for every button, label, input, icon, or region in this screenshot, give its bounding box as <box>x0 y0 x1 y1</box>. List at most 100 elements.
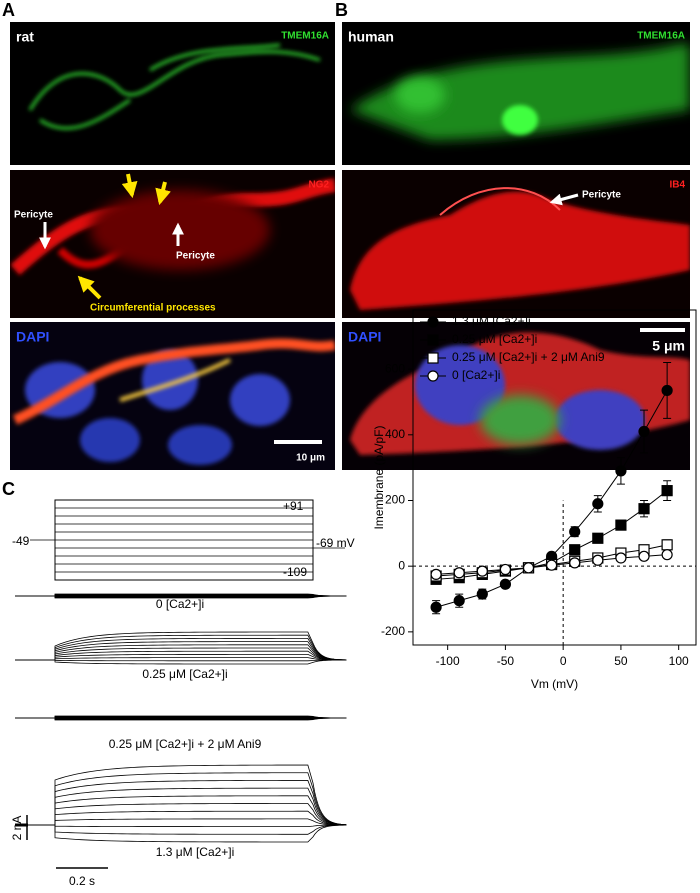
electrophysiology-traces <box>15 499 347 843</box>
annotation: Pericyte <box>582 190 621 201</box>
current-trace <box>15 654 347 661</box>
current-trace <box>15 824 347 835</box>
marker <box>427 352 439 364</box>
current-trace <box>15 787 347 826</box>
current-trace <box>15 810 347 826</box>
y-tick-label: 400 <box>385 427 405 441</box>
marker <box>453 595 465 607</box>
marker <box>499 563 512 576</box>
arrow <box>77 275 102 300</box>
stain-label: NG2 <box>308 180 329 191</box>
current-trace <box>15 593 347 597</box>
marker <box>638 503 650 515</box>
trace-label: 1.3 μM [Ca2+]i <box>156 845 235 859</box>
marker <box>592 554 604 566</box>
current-trace <box>15 631 347 661</box>
annotation: Pericyte <box>14 210 53 221</box>
current-trace <box>15 715 347 719</box>
panel-letter: C <box>2 479 15 499</box>
y-tick-label: 200 <box>385 493 405 507</box>
marker <box>638 550 650 562</box>
protocol-label: -69 mV <box>316 536 355 550</box>
panel-letter: A <box>2 0 15 20</box>
x-tick-label: 50 <box>614 654 628 668</box>
marker <box>661 549 673 561</box>
marker <box>638 425 650 438</box>
arrow <box>155 181 171 206</box>
marker <box>453 567 465 579</box>
marker <box>615 465 627 477</box>
marker <box>569 544 581 556</box>
y-tick-label: 600 <box>385 361 405 375</box>
marker <box>430 601 442 613</box>
annotation: Pericyte <box>176 251 215 262</box>
stain-label: IB4 <box>669 180 685 191</box>
marker <box>476 565 488 577</box>
current-trace <box>15 824 347 843</box>
trace-label: 0.25 μM [Ca2+]i + 2 μM Ani9 <box>109 737 262 751</box>
marker <box>427 334 439 346</box>
marker <box>427 370 439 382</box>
y-tick-label: 0 <box>398 558 405 572</box>
panel-letter: B <box>335 0 348 20</box>
y-tick-label: -200 <box>381 624 405 638</box>
arrow <box>549 193 579 206</box>
legend-label: 0 [Ca2+]i <box>452 368 500 382</box>
scale-label: 10 μm <box>296 453 325 464</box>
stain-label: DAPI <box>348 329 381 345</box>
current-trace <box>15 772 347 826</box>
marker <box>661 384 673 397</box>
arrow <box>121 173 138 199</box>
legend-label: 1.3 μM [Ca2+]i <box>452 314 531 328</box>
trace-label: 0 [Ca2+]i <box>156 597 204 611</box>
marker <box>430 568 442 580</box>
marker <box>499 578 512 590</box>
current-trace <box>15 659 347 662</box>
marker <box>569 557 581 569</box>
protocol-label: +91 <box>283 499 304 513</box>
stain-label: DAPI <box>16 329 49 345</box>
marker <box>569 526 581 538</box>
marker <box>592 532 604 544</box>
image-label: rat <box>16 29 34 45</box>
plot-frame <box>412 309 697 646</box>
current-trace <box>15 824 347 827</box>
marker <box>661 539 673 551</box>
stain-label: TMEM16A <box>637 31 685 42</box>
scale-label: 5 μm <box>652 338 685 354</box>
x-tick-label: 0 <box>560 654 567 668</box>
iv-chart: -200 0 200 400 600 -100 -50 0 50 100 Vm (mV) Imembr… <box>372 309 697 691</box>
scale-label: 0.2 s <box>69 874 95 888</box>
x-tick-label: -100 <box>436 654 460 668</box>
current-trace <box>15 803 347 826</box>
x-tick-label: -50 <box>497 654 515 668</box>
protocol-label: -49 <box>12 534 30 548</box>
trace-label: 0.25 μM [Ca2+]i <box>142 667 227 681</box>
marker <box>661 485 673 497</box>
marker <box>476 588 488 600</box>
current-trace <box>15 818 347 826</box>
marker <box>522 562 535 574</box>
current-trace <box>15 780 347 826</box>
y-axis-label: Imembrane (pA/pF) <box>372 425 386 529</box>
marker <box>546 559 558 571</box>
micrograph <box>10 22 335 470</box>
annotation: Circumferential processes <box>90 303 216 314</box>
marker <box>615 519 627 531</box>
current-trace <box>15 657 347 661</box>
micrograph <box>342 22 690 470</box>
current-trace <box>15 764 347 826</box>
scale-label: 2 nA <box>10 816 24 841</box>
marker <box>427 316 439 328</box>
x-axis-label: Vm (mV) <box>531 677 578 691</box>
current-trace <box>15 795 347 826</box>
legend-label: 0.25 μM [Ca2+]i <box>452 332 537 346</box>
image-label: human <box>348 29 394 45</box>
stain-label: TMEM16A <box>281 31 329 42</box>
protocol-label: -109 <box>283 565 307 579</box>
marker <box>592 498 604 510</box>
legend-label: 0.25 μM [Ca2+]i + 2 μM Ani9 <box>452 350 605 364</box>
marker <box>615 552 627 564</box>
